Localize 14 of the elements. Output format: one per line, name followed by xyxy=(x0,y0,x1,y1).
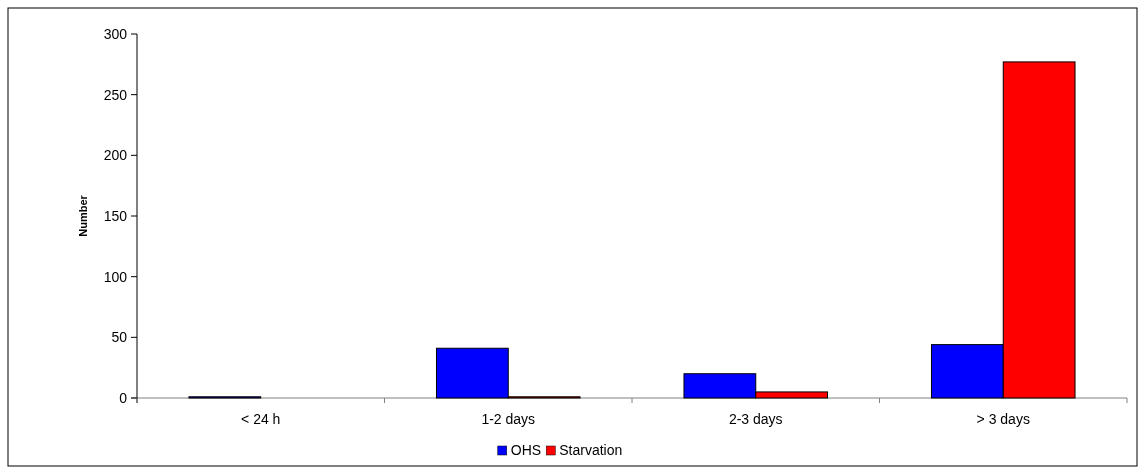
y-tick-label: 100 xyxy=(103,268,128,285)
legend-label: Starvation xyxy=(559,442,623,458)
x-tick-label: 2-3 days xyxy=(728,411,783,427)
legend-label: OHS xyxy=(510,442,542,458)
y-tick-label: 0 xyxy=(119,389,128,406)
y-tick-label: 200 xyxy=(103,147,128,164)
x-tick-label: > 3 days xyxy=(976,411,1030,427)
y-tick-label: 50 xyxy=(111,329,128,346)
x-tick-label: 1-2 days xyxy=(481,411,536,427)
y-tick-label: 250 xyxy=(103,86,128,103)
y-tick-label: 300 xyxy=(103,25,128,42)
y-axis-title: Number xyxy=(77,194,89,237)
x-tick-label: < 24 h xyxy=(241,411,281,427)
y-tick-label: 150 xyxy=(103,207,128,224)
